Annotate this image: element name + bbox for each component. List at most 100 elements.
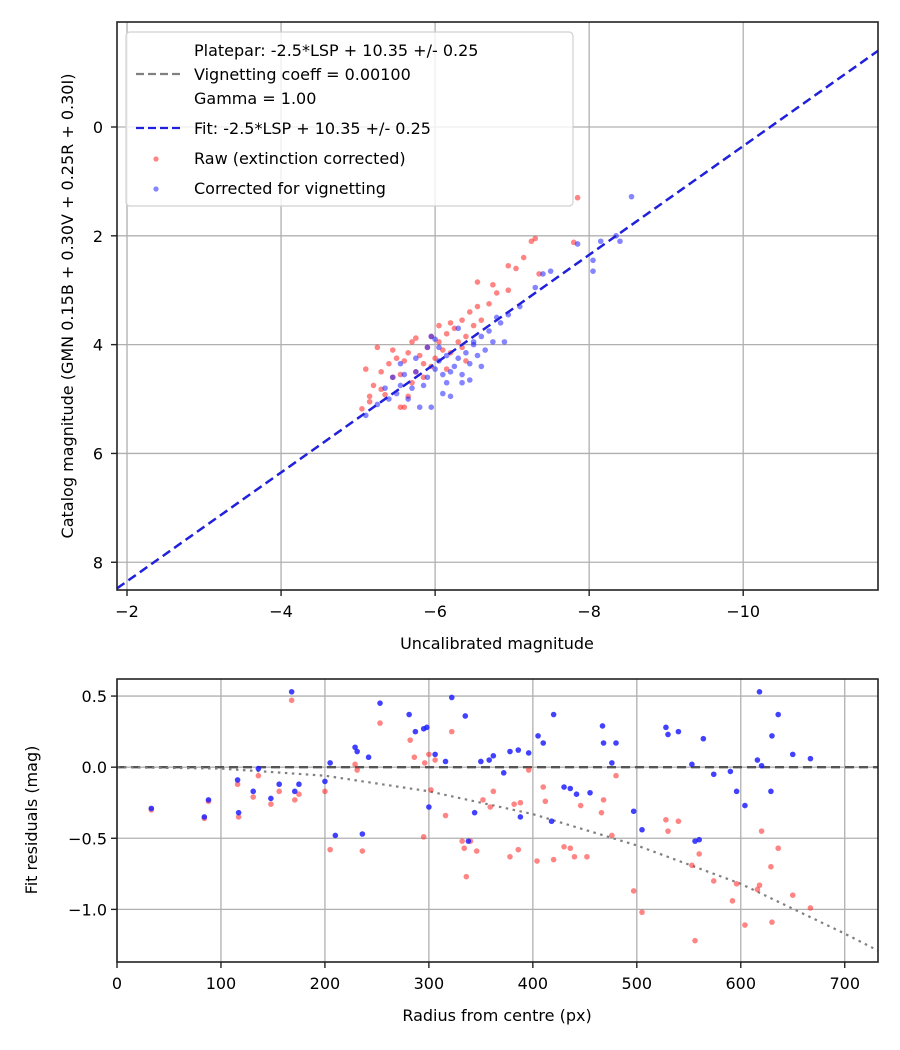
corrected-point (401, 371, 408, 378)
corrected-residual-point (540, 740, 547, 746)
calibration-y-tick-label: 0 (93, 118, 103, 137)
corrected-point (405, 396, 411, 402)
corrected-point (443, 379, 450, 386)
raw-residual-point (534, 858, 540, 864)
corrected-residual-point (490, 752, 497, 759)
corrected-residual-point (550, 711, 557, 718)
corrected-residual-point (573, 791, 580, 797)
raw-point (359, 406, 365, 412)
corrected-residual-point (733, 788, 740, 795)
corrected-residual-point (609, 760, 615, 766)
corrected-point (451, 363, 458, 370)
raw-point (520, 254, 527, 261)
calibration-x-tick-label: −6 (423, 602, 447, 621)
raw-point (386, 360, 392, 367)
corrected-point (501, 339, 508, 345)
raw-residual-point (609, 832, 615, 839)
vignetting-model-curve (116, 766, 879, 952)
corrected-residual-point (789, 751, 796, 758)
corrected-residual-point (288, 688, 295, 695)
corrected-residual-point (775, 711, 781, 718)
corrected-residual-point (807, 755, 814, 762)
raw-residual-point (567, 845, 574, 852)
raw-residual-point (327, 846, 333, 853)
raw-point (455, 339, 462, 345)
corrected-residual-point (412, 728, 419, 735)
corrected-point (547, 268, 554, 274)
corrected-residual-point (663, 724, 669, 731)
raw-residual-point (359, 848, 366, 854)
corrected-residual-point (406, 711, 412, 718)
raw-residual-point (268, 801, 274, 807)
raw-point (478, 317, 485, 323)
raw-residual-point (561, 844, 567, 850)
calibration-fit-lines (117, 49, 878, 590)
legend-platepar-label-line3: Gamma = 1.00 (194, 89, 316, 108)
raw-point (389, 347, 396, 353)
corrected-residual-point (700, 735, 707, 742)
corrected-point (409, 385, 415, 391)
raw-residual-point (754, 886, 761, 893)
residuals-reference-lines (116, 765, 879, 952)
raw-point (536, 271, 542, 277)
raw-residual-point (665, 828, 671, 834)
raw-point (459, 317, 465, 323)
raw-point (505, 262, 512, 269)
corrected-point (597, 238, 604, 245)
corrected-point (447, 393, 454, 400)
legend-platepar-label-line2: Vignetting coeff = 0.00100 (194, 65, 411, 84)
corrected-residual-point (365, 754, 372, 761)
corrected-point (443, 352, 450, 359)
raw-point (393, 355, 400, 362)
corrected-point (490, 339, 496, 345)
corrected-point (574, 241, 581, 247)
raw-point (374, 344, 381, 351)
corrected-residual-point (548, 818, 555, 825)
raw-point (493, 290, 500, 296)
corrected-residual-point (201, 814, 208, 820)
corrected-point (470, 339, 477, 345)
raw-residual-point (426, 751, 432, 758)
raw-residual-point (542, 798, 549, 805)
raw-residual-point (250, 794, 256, 800)
raw-residual-point (487, 804, 494, 810)
raw-residual-point (689, 862, 695, 869)
residuals-x-tick-label: 600 (725, 974, 756, 993)
raw-point (420, 374, 427, 381)
raw-point (436, 322, 442, 329)
raw-residual-point (490, 788, 497, 795)
raw-point (362, 366, 369, 372)
raw-point (466, 309, 473, 315)
raw-point (486, 301, 492, 307)
residuals-x-tick-label: 200 (310, 974, 341, 993)
raw-residual-point (511, 801, 517, 807)
corrected-residual-point (535, 733, 541, 739)
legend-box (125, 31, 574, 207)
residuals-ticks: 0 100 200 300 400 500 600 700 0.5 0.0 −0.5 −1.0 (68, 687, 860, 993)
residuals-plot: 0 100 200 300 400 500 600 700 0.5 0.0 −0.5 −1.0 Rad… (22, 678, 879, 1025)
raw-residual-point (291, 797, 298, 803)
corrected-residual-point (599, 723, 606, 729)
corrected-residual-point (768, 788, 774, 795)
corrected-residual-point (235, 809, 242, 816)
corrected-residual-point (359, 831, 366, 837)
raw-residual-point (377, 720, 383, 726)
corrected-point (397, 360, 404, 367)
calibration-ticks: −2 −4 −6 −8 −10 0 2 4 6 8 (93, 118, 760, 621)
corrected-residual-point (630, 808, 637, 815)
legend-platepar-label-line1: Platepar: -2.5*LSP + 10.35 +/- 0.25 (194, 41, 478, 60)
corrected-point (440, 371, 446, 378)
corrected-point (424, 344, 431, 351)
corrected-residual-point (587, 789, 593, 796)
raw-point (447, 320, 454, 326)
raw-residual-point (235, 814, 242, 820)
corrected-residual-point (742, 802, 748, 809)
corrected-residual-point (769, 733, 775, 739)
corrected-point (389, 374, 396, 381)
corrected-point (497, 320, 504, 326)
raw-point (474, 303, 481, 310)
calibration-plot-frame (116, 21, 879, 591)
corrected-residual-point (296, 781, 302, 788)
raw-residual-point (473, 848, 480, 854)
calibration-y-tick-label: 8 (93, 553, 103, 572)
